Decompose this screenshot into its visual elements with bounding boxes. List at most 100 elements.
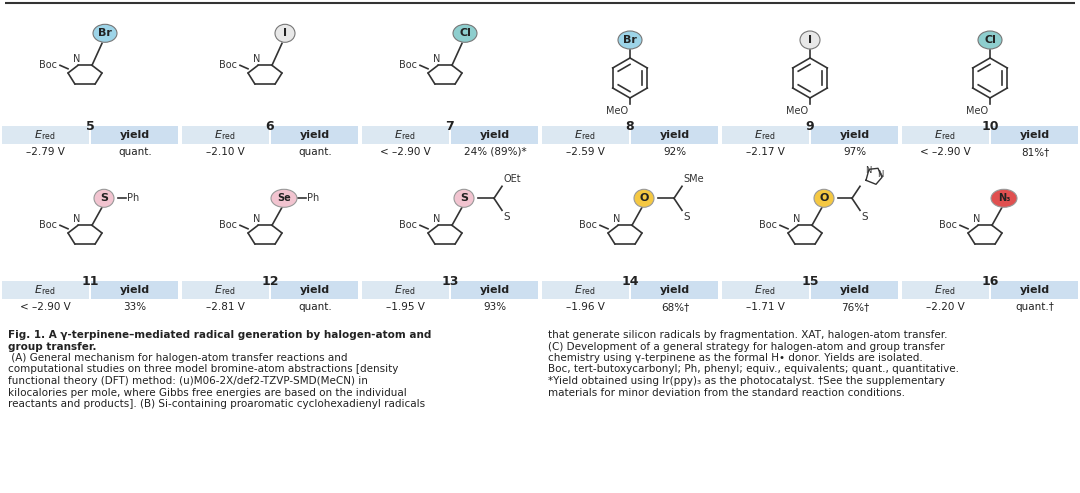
- FancyBboxPatch shape: [2, 126, 89, 144]
- Text: I: I: [283, 28, 287, 38]
- Text: reactants and products]. (B) Si-containing proaromatic cyclohexadienyl radicals: reactants and products]. (B) Si-containi…: [8, 399, 426, 409]
- Text: N: N: [254, 214, 260, 224]
- Text: yield: yield: [480, 285, 510, 295]
- Text: Boc: Boc: [759, 220, 777, 230]
- Text: Ph: Ph: [307, 193, 320, 203]
- Text: O: O: [639, 193, 649, 203]
- FancyBboxPatch shape: [723, 126, 809, 144]
- FancyBboxPatch shape: [451, 126, 538, 144]
- Text: Boc: Boc: [579, 220, 597, 230]
- Text: 24% (89%)*: 24% (89%)*: [463, 147, 526, 157]
- Text: $E_{\rm red}$: $E_{\rm red}$: [934, 283, 956, 297]
- Text: yield: yield: [120, 285, 150, 295]
- Text: Cl: Cl: [459, 28, 471, 38]
- Text: OEt: OEt: [503, 175, 521, 184]
- Text: I: I: [808, 35, 812, 45]
- Text: yield: yield: [300, 285, 330, 295]
- FancyBboxPatch shape: [902, 126, 989, 144]
- Text: yield: yield: [120, 130, 150, 140]
- FancyBboxPatch shape: [991, 126, 1078, 144]
- Text: (A) General mechanism for halogen-atom transfer reactions and: (A) General mechanism for halogen-atom t…: [8, 353, 348, 363]
- Text: yield: yield: [660, 130, 690, 140]
- Text: N: N: [865, 166, 872, 175]
- Text: quant.: quant.: [118, 147, 152, 157]
- Text: N: N: [877, 170, 883, 179]
- Ellipse shape: [991, 189, 1017, 207]
- Text: that generate silicon radicals by fragmentation. XAT, halogen-atom transfer.: that generate silicon radicals by fragme…: [548, 330, 947, 340]
- FancyBboxPatch shape: [271, 126, 357, 144]
- Text: –1.96 V: –1.96 V: [566, 302, 605, 312]
- Text: 33%: 33%: [123, 302, 147, 312]
- Text: 12: 12: [261, 275, 279, 288]
- Text: quant.: quant.: [298, 147, 332, 157]
- Text: 16: 16: [982, 275, 999, 288]
- Text: S: S: [503, 212, 510, 222]
- FancyBboxPatch shape: [362, 126, 449, 144]
- Text: yield: yield: [660, 285, 690, 295]
- Text: yield: yield: [480, 130, 510, 140]
- FancyBboxPatch shape: [811, 281, 897, 299]
- FancyBboxPatch shape: [811, 126, 897, 144]
- Text: S: S: [861, 212, 867, 222]
- Text: N: N: [433, 214, 441, 224]
- Text: $E_{\rm red}$: $E_{\rm red}$: [394, 128, 416, 142]
- FancyBboxPatch shape: [183, 281, 269, 299]
- Text: 7: 7: [446, 120, 455, 133]
- Ellipse shape: [271, 189, 297, 207]
- Text: Fig. 1. A γ-terpinene–mediated radical generation by halogen-atom and: Fig. 1. A γ-terpinene–mediated radical g…: [8, 330, 431, 340]
- Text: MeO: MeO: [606, 106, 627, 116]
- Ellipse shape: [275, 24, 295, 42]
- Ellipse shape: [814, 189, 834, 207]
- Text: Boc: Boc: [939, 220, 957, 230]
- Text: quant.: quant.: [298, 302, 332, 312]
- FancyBboxPatch shape: [91, 281, 178, 299]
- Text: S: S: [100, 193, 108, 203]
- Text: 68%†: 68%†: [661, 302, 689, 312]
- Text: –2.17 V: –2.17 V: [745, 147, 784, 157]
- Text: Boc: Boc: [219, 220, 237, 230]
- Text: (C) Development of a general strategy for halogen-atom and group transfer: (C) Development of a general strategy fo…: [548, 342, 945, 352]
- Text: 76%†: 76%†: [841, 302, 869, 312]
- FancyBboxPatch shape: [542, 126, 629, 144]
- Text: –2.81 V: –2.81 V: [205, 302, 244, 312]
- Text: –1.95 V: –1.95 V: [386, 302, 424, 312]
- Text: Se: Se: [278, 193, 291, 203]
- Text: $E_{\rm red}$: $E_{\rm red}$: [35, 283, 56, 297]
- FancyBboxPatch shape: [542, 281, 629, 299]
- Text: 8: 8: [625, 120, 634, 133]
- Text: S: S: [460, 193, 468, 203]
- Text: MeO: MeO: [786, 106, 808, 116]
- Text: N: N: [254, 54, 260, 64]
- Text: SMe: SMe: [683, 175, 704, 184]
- Ellipse shape: [978, 31, 1002, 49]
- FancyBboxPatch shape: [723, 281, 809, 299]
- Text: group transfer.: group transfer.: [8, 342, 96, 352]
- Text: Boc: Boc: [39, 60, 57, 70]
- Ellipse shape: [453, 24, 477, 42]
- Text: materials for minor deviation from the standard reaction conditions.: materials for minor deviation from the s…: [548, 387, 905, 397]
- FancyBboxPatch shape: [631, 281, 718, 299]
- Text: $E_{\rm red}$: $E_{\rm red}$: [754, 128, 775, 142]
- Text: Boc, tert-butoxycarbonyl; Ph, phenyl; equiv., equivalents; quant., quantitative.: Boc, tert-butoxycarbonyl; Ph, phenyl; eq…: [548, 364, 959, 375]
- Text: $E_{\rm red}$: $E_{\rm red}$: [214, 283, 235, 297]
- Text: $E_{\rm red}$: $E_{\rm red}$: [214, 128, 235, 142]
- Ellipse shape: [618, 31, 642, 49]
- Text: –2.79 V: –2.79 V: [26, 147, 65, 157]
- Text: Boc: Boc: [399, 220, 417, 230]
- FancyBboxPatch shape: [2, 281, 89, 299]
- Text: O: O: [820, 193, 828, 203]
- FancyBboxPatch shape: [451, 281, 538, 299]
- Text: yield: yield: [1020, 285, 1050, 295]
- Text: –2.10 V: –2.10 V: [205, 147, 244, 157]
- Text: $E_{\rm red}$: $E_{\rm red}$: [934, 128, 956, 142]
- Text: 6: 6: [266, 120, 274, 133]
- Ellipse shape: [800, 31, 820, 49]
- Text: quant.†: quant.†: [1015, 302, 1054, 312]
- Text: N: N: [794, 214, 800, 224]
- FancyBboxPatch shape: [991, 281, 1078, 299]
- Text: S: S: [683, 212, 690, 222]
- Text: Boc: Boc: [399, 60, 417, 70]
- Text: < –2.90 V: < –2.90 V: [920, 147, 970, 157]
- Text: N: N: [433, 54, 441, 64]
- Text: functional theory (DFT) method: (u)M06-2X/def2-TZVP-SMD(MeCN) in: functional theory (DFT) method: (u)M06-2…: [8, 376, 368, 386]
